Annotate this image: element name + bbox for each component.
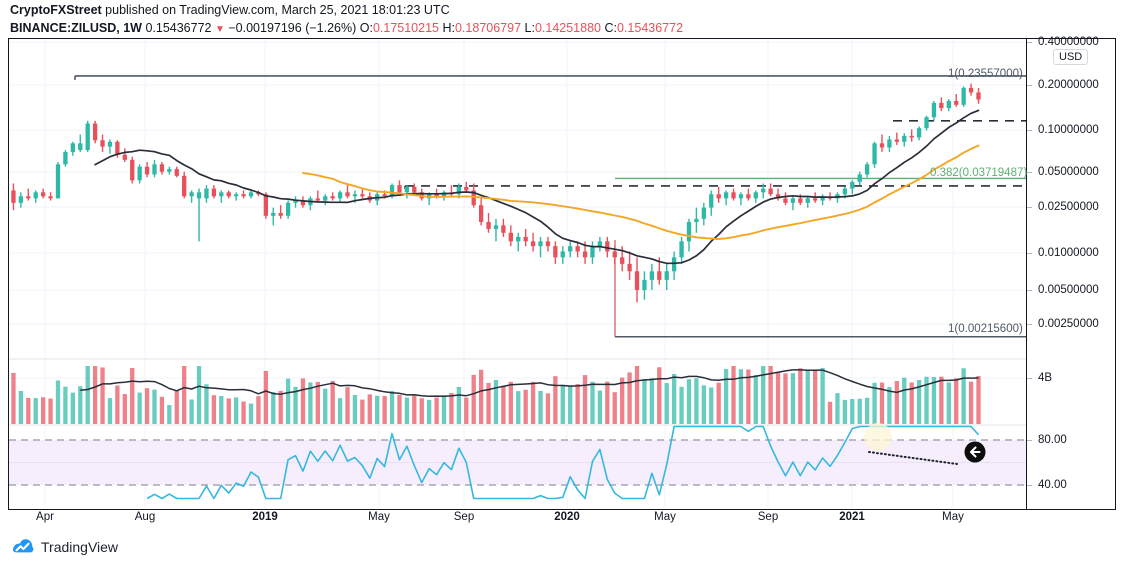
- date-axis-label: 2020: [554, 511, 580, 523]
- price-axis-label: 0.20000000: [1038, 79, 1099, 91]
- price-axis-label: 0.02500000: [1038, 201, 1099, 213]
- price-axis-tick: [1027, 290, 1032, 291]
- rsi-axis-tick: [1027, 440, 1032, 441]
- price-axis-label: 0.00250000: [1038, 318, 1099, 330]
- volume-axis-label: 4B: [1038, 372, 1053, 384]
- price-axis-tick: [1027, 85, 1032, 86]
- tradingview-footer[interactable]: TradingView: [12, 538, 118, 556]
- price-axis-label: 0.01000000: [1038, 247, 1099, 259]
- symbol-legend: BINANCE:ZILUSD, 1W 0.15436772 ▼ −0.00197…: [10, 20, 683, 38]
- price-axis-tick: [1027, 324, 1032, 325]
- tradingview-brand: TradingView: [41, 539, 119, 555]
- date-axis-label: Sep: [453, 511, 475, 523]
- rsi-axis-label: 40.00: [1038, 479, 1067, 491]
- date-axis-label: 2019: [252, 511, 278, 523]
- price-axis-tick: [1027, 172, 1032, 173]
- rsi-axis-tick: [1027, 485, 1032, 486]
- price-axis-tick: [1027, 130, 1032, 131]
- publisher-name: CryptoFXStreet: [10, 3, 102, 17]
- ohlc-l-label: L:: [524, 21, 535, 35]
- price-axis-label: 0.00500000: [1038, 284, 1099, 296]
- chart-frame: [8, 38, 1116, 510]
- ohlc-c-label: C:: [604, 21, 617, 35]
- price-axis-label: 0.05000000: [1038, 166, 1099, 178]
- ohlc-o-label: O:: [359, 21, 373, 35]
- change-absolute: −0.00197196: [228, 21, 302, 35]
- price-axis-label: 0.10000000: [1038, 124, 1099, 136]
- change-percent: (−1.26%): [305, 21, 357, 35]
- ohlc-c-value: 0.15436772: [616, 21, 684, 35]
- ohlc-h-label: H:: [442, 21, 455, 35]
- publisher-line: CryptoFXStreet published on TradingView.…: [10, 2, 450, 18]
- date-axis-label: Aug: [134, 511, 156, 523]
- last-price: 0.15436772: [145, 21, 212, 35]
- date-axis-label: Sep: [757, 511, 779, 523]
- volume-axis-tick: [1027, 378, 1032, 379]
- fib-label-fib-top: 1(0.23557000): [948, 68, 1023, 80]
- published-text: published on TradingView.com, March 25, …: [105, 3, 450, 17]
- date-axis-label: Apr: [36, 511, 54, 523]
- date-axis-label: May: [654, 511, 676, 523]
- date-axis-label: May: [368, 511, 390, 523]
- price-axis-tick: [1027, 253, 1032, 254]
- ohlc-h-value: 0.18706797: [454, 21, 522, 35]
- price-axis-tick: [1027, 207, 1032, 208]
- symbol-label: BINANCE:ZILUSD, 1W: [10, 21, 142, 35]
- ohlc-o-value: 0.17510215: [372, 21, 439, 35]
- rsi-axis-label: 80.00: [1038, 434, 1067, 446]
- price-axis-label: 0.40000000: [1038, 36, 1099, 48]
- date-axis-label: May: [942, 511, 964, 523]
- fib-label-fib-bottom: 1(0.00215600): [948, 323, 1023, 335]
- fib-label-fib-382: 0.382(0.03719487): [930, 167, 1028, 179]
- price-axis-tick: [1027, 42, 1032, 43]
- date-axis-label: 2021: [839, 511, 865, 523]
- price-axis-separator: [1026, 38, 1027, 510]
- currency-chip: USD: [1053, 49, 1089, 65]
- ohlc-l-value: 0.14251880: [534, 21, 601, 35]
- tradingview-logo-icon: [12, 538, 34, 556]
- down-triangle-icon: ▼: [214, 24, 225, 35]
